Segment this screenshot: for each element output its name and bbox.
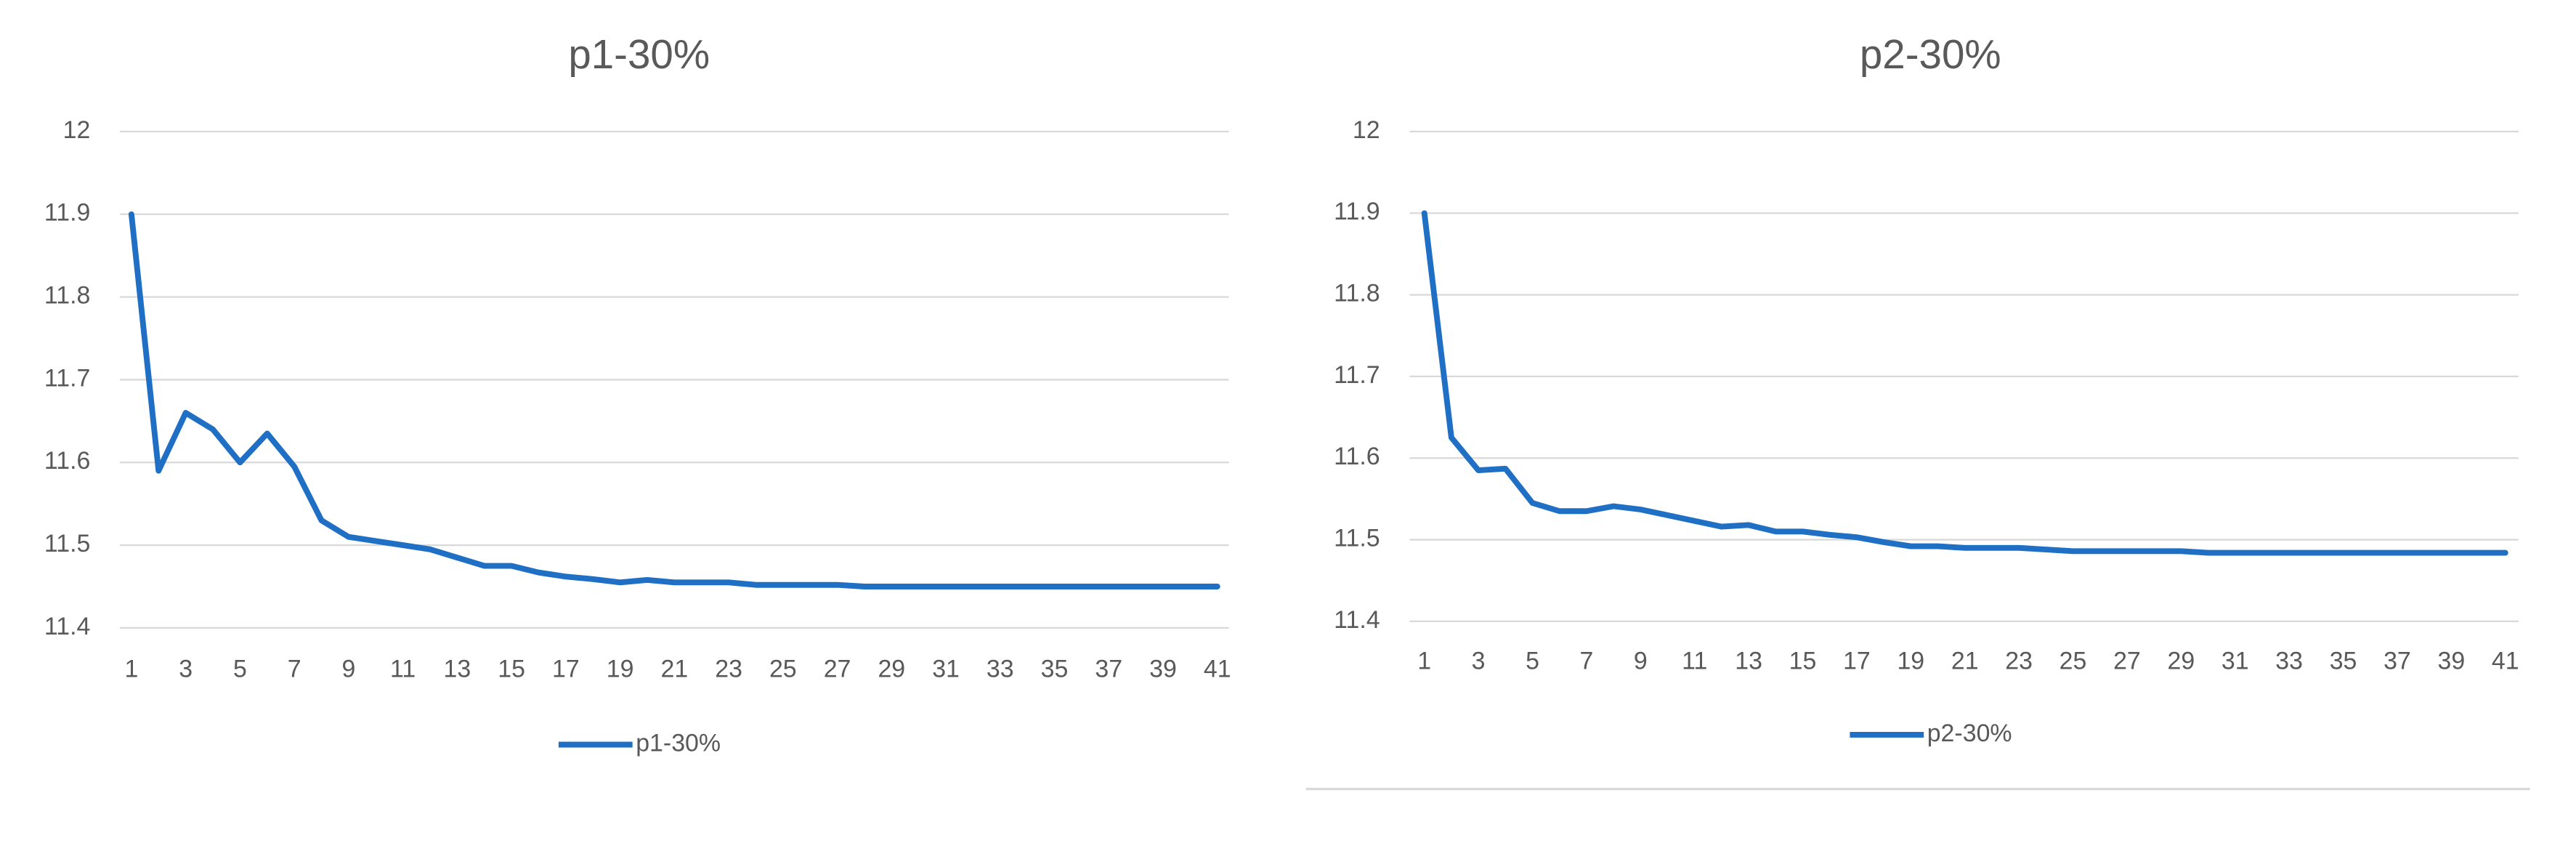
x-tick-label: 13 [1735, 647, 1762, 674]
y-tick-label: 11.5 [44, 530, 90, 557]
chart-title: p2-30% [1860, 31, 2001, 77]
y-tick-label: 11.7 [44, 364, 90, 392]
x-tick-label: 1 [1417, 647, 1431, 674]
y-tick-label: 11.8 [44, 282, 90, 310]
y-tick-label: 11.4 [44, 613, 90, 640]
data-line [128, 211, 1220, 589]
x-tick-label: 5 [233, 656, 247, 683]
x-tick-label: 25 [2059, 647, 2087, 674]
x-tick-label: 27 [2113, 647, 2141, 674]
y-tick-label: 11.9 [44, 199, 90, 227]
x-tick-label: 21 [660, 656, 688, 683]
x-tick-label: 5 [1526, 647, 1539, 674]
x-tick-label: 33 [987, 656, 1014, 683]
x-tick-label: 17 [1843, 647, 1871, 674]
y-tick-label: 12 [63, 116, 91, 144]
x-tick-label: 3 [1472, 647, 1486, 674]
x-tick-label: 3 [179, 656, 193, 683]
x-tick-label: 17 [552, 656, 580, 683]
chart-title: p1-30% [568, 31, 710, 77]
x-tick-label: 31 [2221, 647, 2249, 674]
legend-label: p2-30% [1927, 720, 2012, 747]
y-tick-label: 11.5 [1334, 525, 1380, 552]
x-tick-label: 23 [715, 656, 742, 683]
x-tick-label: 29 [2167, 647, 2195, 674]
y-tick-label: 11.7 [1334, 361, 1380, 389]
x-tick-label: 7 [288, 656, 301, 683]
y-tick-label: 11.9 [1334, 198, 1380, 225]
x-tick-label: 41 [1204, 656, 1231, 683]
x-tick-label: 19 [1897, 647, 1924, 674]
x-tick-label: 37 [2383, 647, 2411, 674]
x-tick-label: 11 [390, 656, 416, 683]
x-tick-label: 13 [444, 656, 471, 683]
x-tick-label: 29 [878, 656, 905, 683]
x-tick-label: 23 [2005, 647, 2033, 674]
x-tick-label: 11 [1682, 647, 1707, 674]
x-tick-label: 41 [2492, 647, 2519, 674]
x-tick-label: 9 [341, 656, 355, 683]
data-line [1421, 210, 2508, 556]
x-tick-label: 39 [2437, 647, 2465, 674]
x-tick-label: 37 [1095, 656, 1122, 683]
x-tick-label: 31 [932, 656, 960, 683]
x-tick-label: 35 [2330, 647, 2357, 674]
x-tick-label: 25 [769, 656, 797, 683]
y-tick-label: 11.6 [1334, 443, 1380, 470]
x-tick-label: 27 [824, 656, 851, 683]
x-tick-label: 15 [1789, 647, 1817, 674]
x-tick-label: 35 [1041, 656, 1069, 683]
x-tick-label: 15 [498, 656, 525, 683]
y-tick-label: 12 [1353, 116, 1380, 144]
x-tick-label: 1 [124, 656, 138, 683]
x-tick-label: 9 [1634, 647, 1648, 674]
y-tick-label: 11.6 [44, 447, 90, 475]
x-tick-label: 21 [1951, 647, 1979, 674]
x-tick-label: 19 [607, 656, 634, 683]
y-tick-label: 11.4 [1334, 606, 1380, 634]
x-tick-label: 33 [2275, 647, 2303, 674]
x-tick-label: 39 [1149, 656, 1177, 683]
legend-label: p1-30% [636, 729, 721, 757]
x-tick-label: 7 [1579, 647, 1593, 674]
y-tick-label: 11.8 [1334, 280, 1380, 307]
